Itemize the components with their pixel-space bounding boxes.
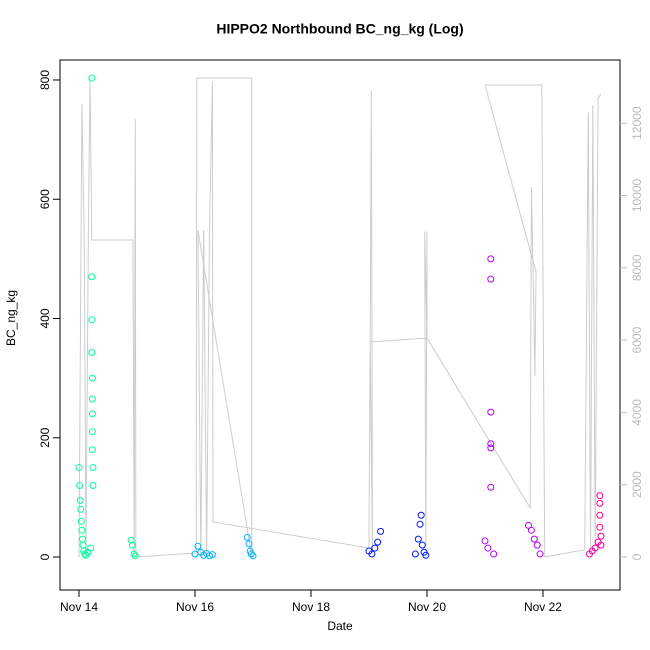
data-point bbox=[418, 541, 426, 549]
data-point bbox=[77, 505, 85, 513]
data-point bbox=[249, 552, 257, 560]
data-point bbox=[487, 275, 495, 283]
data-point bbox=[417, 511, 425, 519]
data-point bbox=[487, 440, 495, 448]
data-point bbox=[88, 273, 96, 281]
y2-tick-label: 0 bbox=[630, 553, 644, 560]
data-point bbox=[596, 499, 604, 507]
data-point bbox=[194, 542, 202, 550]
data-point bbox=[597, 532, 605, 540]
x-tick-label: Nov 22 bbox=[524, 600, 562, 614]
data-point bbox=[127, 536, 135, 544]
data-point bbox=[596, 511, 604, 519]
data-point bbox=[597, 541, 605, 549]
x-tick-label: Nov 20 bbox=[408, 600, 446, 614]
x-tick-label: Nov 14 bbox=[60, 600, 98, 614]
data-point bbox=[208, 551, 216, 559]
data-point bbox=[87, 544, 95, 552]
data-point bbox=[130, 550, 138, 558]
data-point bbox=[490, 550, 498, 558]
data-point bbox=[128, 541, 136, 549]
data-point bbox=[484, 544, 492, 552]
data-point bbox=[89, 481, 97, 489]
data-point bbox=[77, 517, 85, 525]
data-point bbox=[487, 255, 495, 263]
y-tick-label: 0 bbox=[38, 553, 52, 560]
plot-frame bbox=[59, 59, 621, 591]
data-point bbox=[88, 348, 96, 356]
data-point bbox=[422, 551, 430, 559]
data-point bbox=[88, 374, 96, 382]
data-point bbox=[411, 550, 419, 558]
chart-title: HIPPO2 Northbound BC_ng_kg (Log) bbox=[216, 21, 463, 37]
y-tick-label: 600 bbox=[38, 189, 52, 209]
x-tick-label: Nov 18 bbox=[292, 600, 330, 614]
data-point bbox=[88, 316, 96, 324]
y-tick-label: 200 bbox=[38, 427, 52, 447]
data-point bbox=[75, 464, 83, 472]
y-tick-label: 800 bbox=[38, 70, 52, 90]
data-point bbox=[414, 535, 422, 543]
data-point bbox=[131, 552, 139, 560]
data-point bbox=[76, 481, 84, 489]
y2-tick-label: 2000 bbox=[630, 471, 644, 498]
data-point bbox=[533, 541, 541, 549]
y-tick-label: 400 bbox=[38, 308, 52, 328]
y2-tick-label: 12000 bbox=[630, 106, 644, 140]
y2-tick-label: 10000 bbox=[630, 178, 644, 212]
data-point bbox=[596, 523, 604, 531]
data-point bbox=[88, 74, 96, 82]
data-point bbox=[377, 527, 385, 535]
data-point bbox=[374, 538, 382, 546]
data-point bbox=[487, 483, 495, 491]
data-point bbox=[76, 496, 84, 504]
data-point bbox=[78, 526, 86, 534]
series-line bbox=[78, 77, 602, 558]
y-axis-label: BC_ng_kg bbox=[4, 290, 18, 346]
data-point bbox=[596, 492, 604, 500]
data-point bbox=[536, 550, 544, 558]
data-point bbox=[243, 533, 251, 541]
data-point bbox=[591, 544, 599, 552]
data-point bbox=[88, 395, 96, 403]
y2-tick-label: 6000 bbox=[630, 326, 644, 353]
data-point bbox=[247, 550, 255, 558]
data-point bbox=[416, 520, 424, 528]
x-axis-label: Date bbox=[327, 619, 353, 633]
data-point bbox=[527, 526, 535, 534]
data-point bbox=[88, 446, 96, 454]
data-point bbox=[245, 540, 253, 548]
data-point bbox=[481, 537, 489, 545]
data-point bbox=[88, 410, 96, 418]
y2-tick-label: 8000 bbox=[630, 254, 644, 281]
data-point bbox=[88, 428, 96, 436]
data-point bbox=[487, 444, 495, 452]
data-point bbox=[530, 535, 538, 543]
x-tick-label: Nov 16 bbox=[176, 600, 214, 614]
data-point bbox=[371, 544, 379, 552]
data-point bbox=[89, 464, 97, 472]
data-point bbox=[487, 408, 495, 416]
data-point bbox=[368, 550, 376, 558]
y2-tick-label: 4000 bbox=[630, 399, 644, 426]
